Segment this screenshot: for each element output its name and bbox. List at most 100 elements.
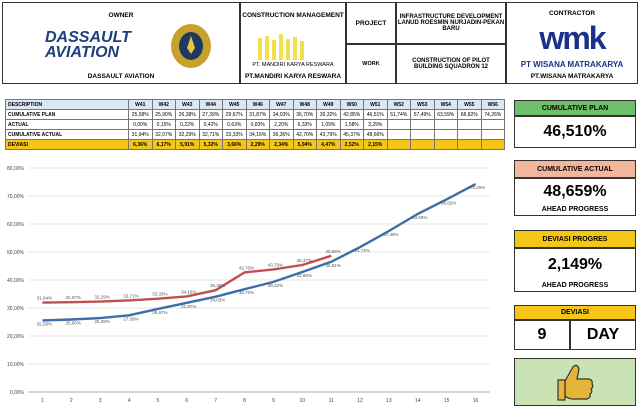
data-label: 42,70% bbox=[239, 265, 254, 270]
table-cell bbox=[457, 129, 482, 140]
logo-line: AVIATION bbox=[45, 44, 120, 61]
table-cell: W46 bbox=[245, 99, 270, 110]
data-label: 63,59% bbox=[412, 215, 427, 220]
kpi-value: 9 bbox=[514, 320, 570, 350]
table-cell: W44 bbox=[198, 99, 223, 110]
thumb bbox=[564, 364, 594, 400]
work-text: CONSTRUCTION OF PILOT BUILDING SQUADRON … bbox=[396, 44, 506, 84]
table-cell: 2,52% bbox=[339, 139, 364, 150]
logo-bar bbox=[272, 40, 276, 60]
table-cell: 32,29% bbox=[175, 129, 200, 140]
table-cell: 29,67% bbox=[222, 109, 247, 120]
kpi-title: DEVIASI PROGRES bbox=[514, 230, 636, 248]
table-cell: W55 bbox=[457, 99, 482, 110]
x-tick-label: 15 bbox=[444, 398, 450, 404]
logo-bar bbox=[293, 37, 297, 60]
data-label: 32,29% bbox=[95, 295, 110, 300]
cm-title: CONSTRUCTION MANAGEMENT bbox=[242, 12, 344, 19]
x-tick-label: 1 bbox=[41, 398, 44, 404]
table-cell: 36,70% bbox=[292, 109, 317, 120]
table-cell: W42 bbox=[151, 99, 176, 110]
table-cell: 39,32% bbox=[316, 109, 341, 120]
table-cell bbox=[410, 139, 435, 150]
contractor-logo-name: PT WISANA MATRAKARYA bbox=[520, 60, 624, 69]
table-cell bbox=[410, 119, 435, 130]
y-tick-label: 50,00% bbox=[7, 250, 25, 256]
table-cell: 6,17% bbox=[151, 139, 176, 150]
table-cell bbox=[480, 139, 505, 150]
table-cell: 25,90% bbox=[151, 109, 176, 120]
table-cell: 32,71% bbox=[198, 129, 223, 140]
y-tick-label: 30,00% bbox=[7, 306, 25, 312]
table-cell bbox=[457, 139, 482, 150]
table-cell: 0,15% bbox=[151, 119, 176, 130]
cuff bbox=[557, 379, 566, 401]
data-label: 31,87% bbox=[181, 304, 196, 309]
work-label: WORK bbox=[346, 44, 396, 84]
table-row: CUMULATIVE PLAN 25,58% 25,90% 26,38% 27,39% 2… bbox=[5, 109, 505, 120]
owner-name: DASSAULT AVIATION bbox=[87, 73, 155, 80]
contractor-logo: wmk bbox=[539, 20, 606, 56]
data-label: 36,70% bbox=[239, 290, 254, 295]
table-cell: W45 bbox=[222, 99, 247, 110]
table-cell: 27,39% bbox=[198, 109, 223, 120]
y-tick-label: 20,00% bbox=[7, 334, 25, 340]
x-tick-label: 7 bbox=[214, 398, 217, 404]
table-cell bbox=[480, 119, 505, 130]
contractor-box bbox=[506, 2, 638, 84]
data-label: 31,94% bbox=[37, 296, 52, 301]
project-text: INFRASTRUCTURE DEVELOPMENT LANUD ROESMIN… bbox=[396, 2, 506, 44]
y-tick-label: 10,00% bbox=[7, 362, 25, 368]
table-cell: W54 bbox=[433, 99, 458, 110]
kpi-title: DEVIASI bbox=[514, 305, 636, 320]
data-label: 32,71% bbox=[123, 293, 138, 298]
table-cell: 2,34% bbox=[269, 139, 294, 150]
kpi-title: CUMULATIVE ACTUAL bbox=[514, 160, 636, 178]
logo-bar bbox=[286, 39, 290, 60]
table-cell: 2,15% bbox=[363, 139, 388, 150]
table-cell: W56 bbox=[480, 99, 505, 110]
table-cell: ACTUAL bbox=[5, 119, 129, 130]
y-tick-label: 60,00% bbox=[7, 222, 25, 228]
x-tick-label: 16 bbox=[473, 398, 479, 404]
logo-bar bbox=[265, 36, 269, 60]
table-cell: 63,59% bbox=[433, 109, 458, 120]
table-cell: 45,37% bbox=[339, 129, 364, 140]
kpi-value: 48,659% bbox=[514, 178, 636, 204]
data-label: 26,38% bbox=[95, 319, 110, 324]
table-cell: DESCRIPTION bbox=[5, 99, 129, 110]
table-cell: 33,33% bbox=[222, 129, 247, 140]
data-label: 43,79% bbox=[268, 262, 283, 267]
data-label: 25,90% bbox=[66, 320, 81, 325]
table-cell bbox=[386, 119, 411, 130]
contractor-title: CONTRACTOR bbox=[548, 10, 596, 17]
series-line bbox=[42, 183, 477, 322]
x-tick-label: 12 bbox=[357, 398, 363, 404]
table-cell: W49 bbox=[316, 99, 341, 110]
data-label: 48,66% bbox=[326, 249, 341, 254]
table-cell bbox=[433, 119, 458, 130]
kpi-note: AHEAD PROGRESS bbox=[514, 280, 636, 292]
emblem bbox=[171, 24, 211, 68]
chart: 0,00% 10,00% 20,00% 30,00% 40,00% 50,00% 60,00… bbox=[7, 166, 490, 404]
table-cell: W41 bbox=[128, 99, 153, 110]
progress-table-wrap: DESCRIPTION W41 W42 W43 W44 W45 W46 W47 W48 W49 W5… bbox=[5, 99, 505, 150]
table-row: DESCRIPTION W41 W42 W43 W44 W45 W46 W47 W48 W49 W5… bbox=[5, 99, 505, 110]
table-cell: 51,74% bbox=[386, 109, 411, 120]
table-cell: 34,16% bbox=[245, 129, 270, 140]
table-cell: W47 bbox=[269, 99, 294, 110]
table-cell: 0,83% bbox=[245, 119, 270, 130]
data-label: 29,67% bbox=[152, 310, 167, 315]
table-cell: 31,94% bbox=[128, 129, 153, 140]
owner-box bbox=[2, 2, 240, 84]
kpi-value: 46,510% bbox=[514, 116, 636, 148]
table-cell: 0,42% bbox=[198, 119, 223, 130]
owner-title: OWNER bbox=[108, 12, 134, 19]
contractor-name: PT.WISANA MATRAKARYA bbox=[530, 73, 614, 80]
table-cell: 6,36% bbox=[128, 139, 153, 150]
table-cell: 36,36% bbox=[269, 129, 294, 140]
data-label: 36,36% bbox=[210, 283, 225, 288]
x-tick-label: 2 bbox=[70, 398, 73, 404]
table-cell: 2,29% bbox=[245, 139, 270, 150]
